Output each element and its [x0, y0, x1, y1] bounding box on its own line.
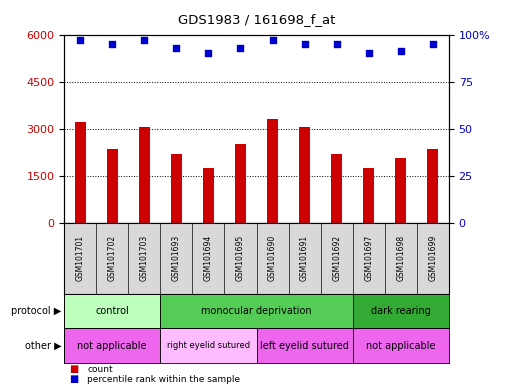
Text: other ▶: other ▶	[25, 341, 62, 351]
Text: percentile rank within the sample: percentile rank within the sample	[87, 375, 240, 384]
Bar	[353, 294, 449, 328]
Point	[429, 41, 437, 47]
Text: GSM101703: GSM101703	[140, 235, 149, 281]
Bar	[353, 328, 449, 363]
Text: right eyelid sutured: right eyelid sutured	[167, 341, 250, 350]
Text: not applicable: not applicable	[77, 341, 147, 351]
Text: GSM101693: GSM101693	[172, 235, 181, 281]
Text: GSM101697: GSM101697	[364, 235, 373, 281]
Point	[140, 37, 148, 43]
Bar	[64, 328, 160, 363]
Bar	[74, 122, 86, 223]
Bar	[395, 159, 406, 223]
Text: GSM101699: GSM101699	[428, 235, 438, 281]
Text: GSM101695: GSM101695	[236, 235, 245, 281]
Bar	[363, 168, 374, 223]
Text: control: control	[95, 306, 129, 316]
Point	[172, 45, 181, 51]
Bar	[331, 154, 342, 223]
Bar	[427, 149, 439, 223]
Bar	[64, 294, 160, 328]
Point	[332, 41, 341, 47]
Point	[397, 48, 405, 55]
Bar	[256, 328, 353, 363]
Text: GSM101701: GSM101701	[75, 235, 85, 281]
Text: GSM101690: GSM101690	[268, 235, 277, 281]
Bar	[139, 127, 150, 223]
Bar	[160, 328, 256, 363]
Point	[76, 37, 84, 43]
Text: GSM101702: GSM101702	[108, 235, 117, 281]
Text: ■: ■	[69, 374, 78, 384]
Text: not applicable: not applicable	[366, 341, 436, 351]
Text: GDS1983 / 161698_f_at: GDS1983 / 161698_f_at	[178, 13, 335, 26]
Text: monocular deprivation: monocular deprivation	[201, 306, 312, 316]
Bar	[160, 294, 353, 328]
Point	[236, 45, 245, 51]
Text: GSM101694: GSM101694	[204, 235, 213, 281]
Point	[301, 41, 309, 47]
Text: dark rearing: dark rearing	[371, 306, 430, 316]
Point	[108, 41, 116, 47]
Bar	[171, 154, 182, 223]
Text: GSM101691: GSM101691	[300, 235, 309, 281]
Bar	[267, 119, 278, 223]
Text: count: count	[87, 365, 113, 374]
Text: protocol ▶: protocol ▶	[11, 306, 62, 316]
Point	[365, 50, 373, 56]
Point	[268, 37, 277, 43]
Text: GSM101692: GSM101692	[332, 235, 341, 281]
Bar	[235, 144, 246, 223]
Text: ■: ■	[69, 364, 78, 374]
Bar	[299, 127, 310, 223]
Bar	[203, 168, 214, 223]
Text: left eyelid sutured: left eyelid sutured	[260, 341, 349, 351]
Text: GSM101698: GSM101698	[396, 235, 405, 281]
Point	[204, 50, 212, 56]
Bar	[107, 149, 118, 223]
